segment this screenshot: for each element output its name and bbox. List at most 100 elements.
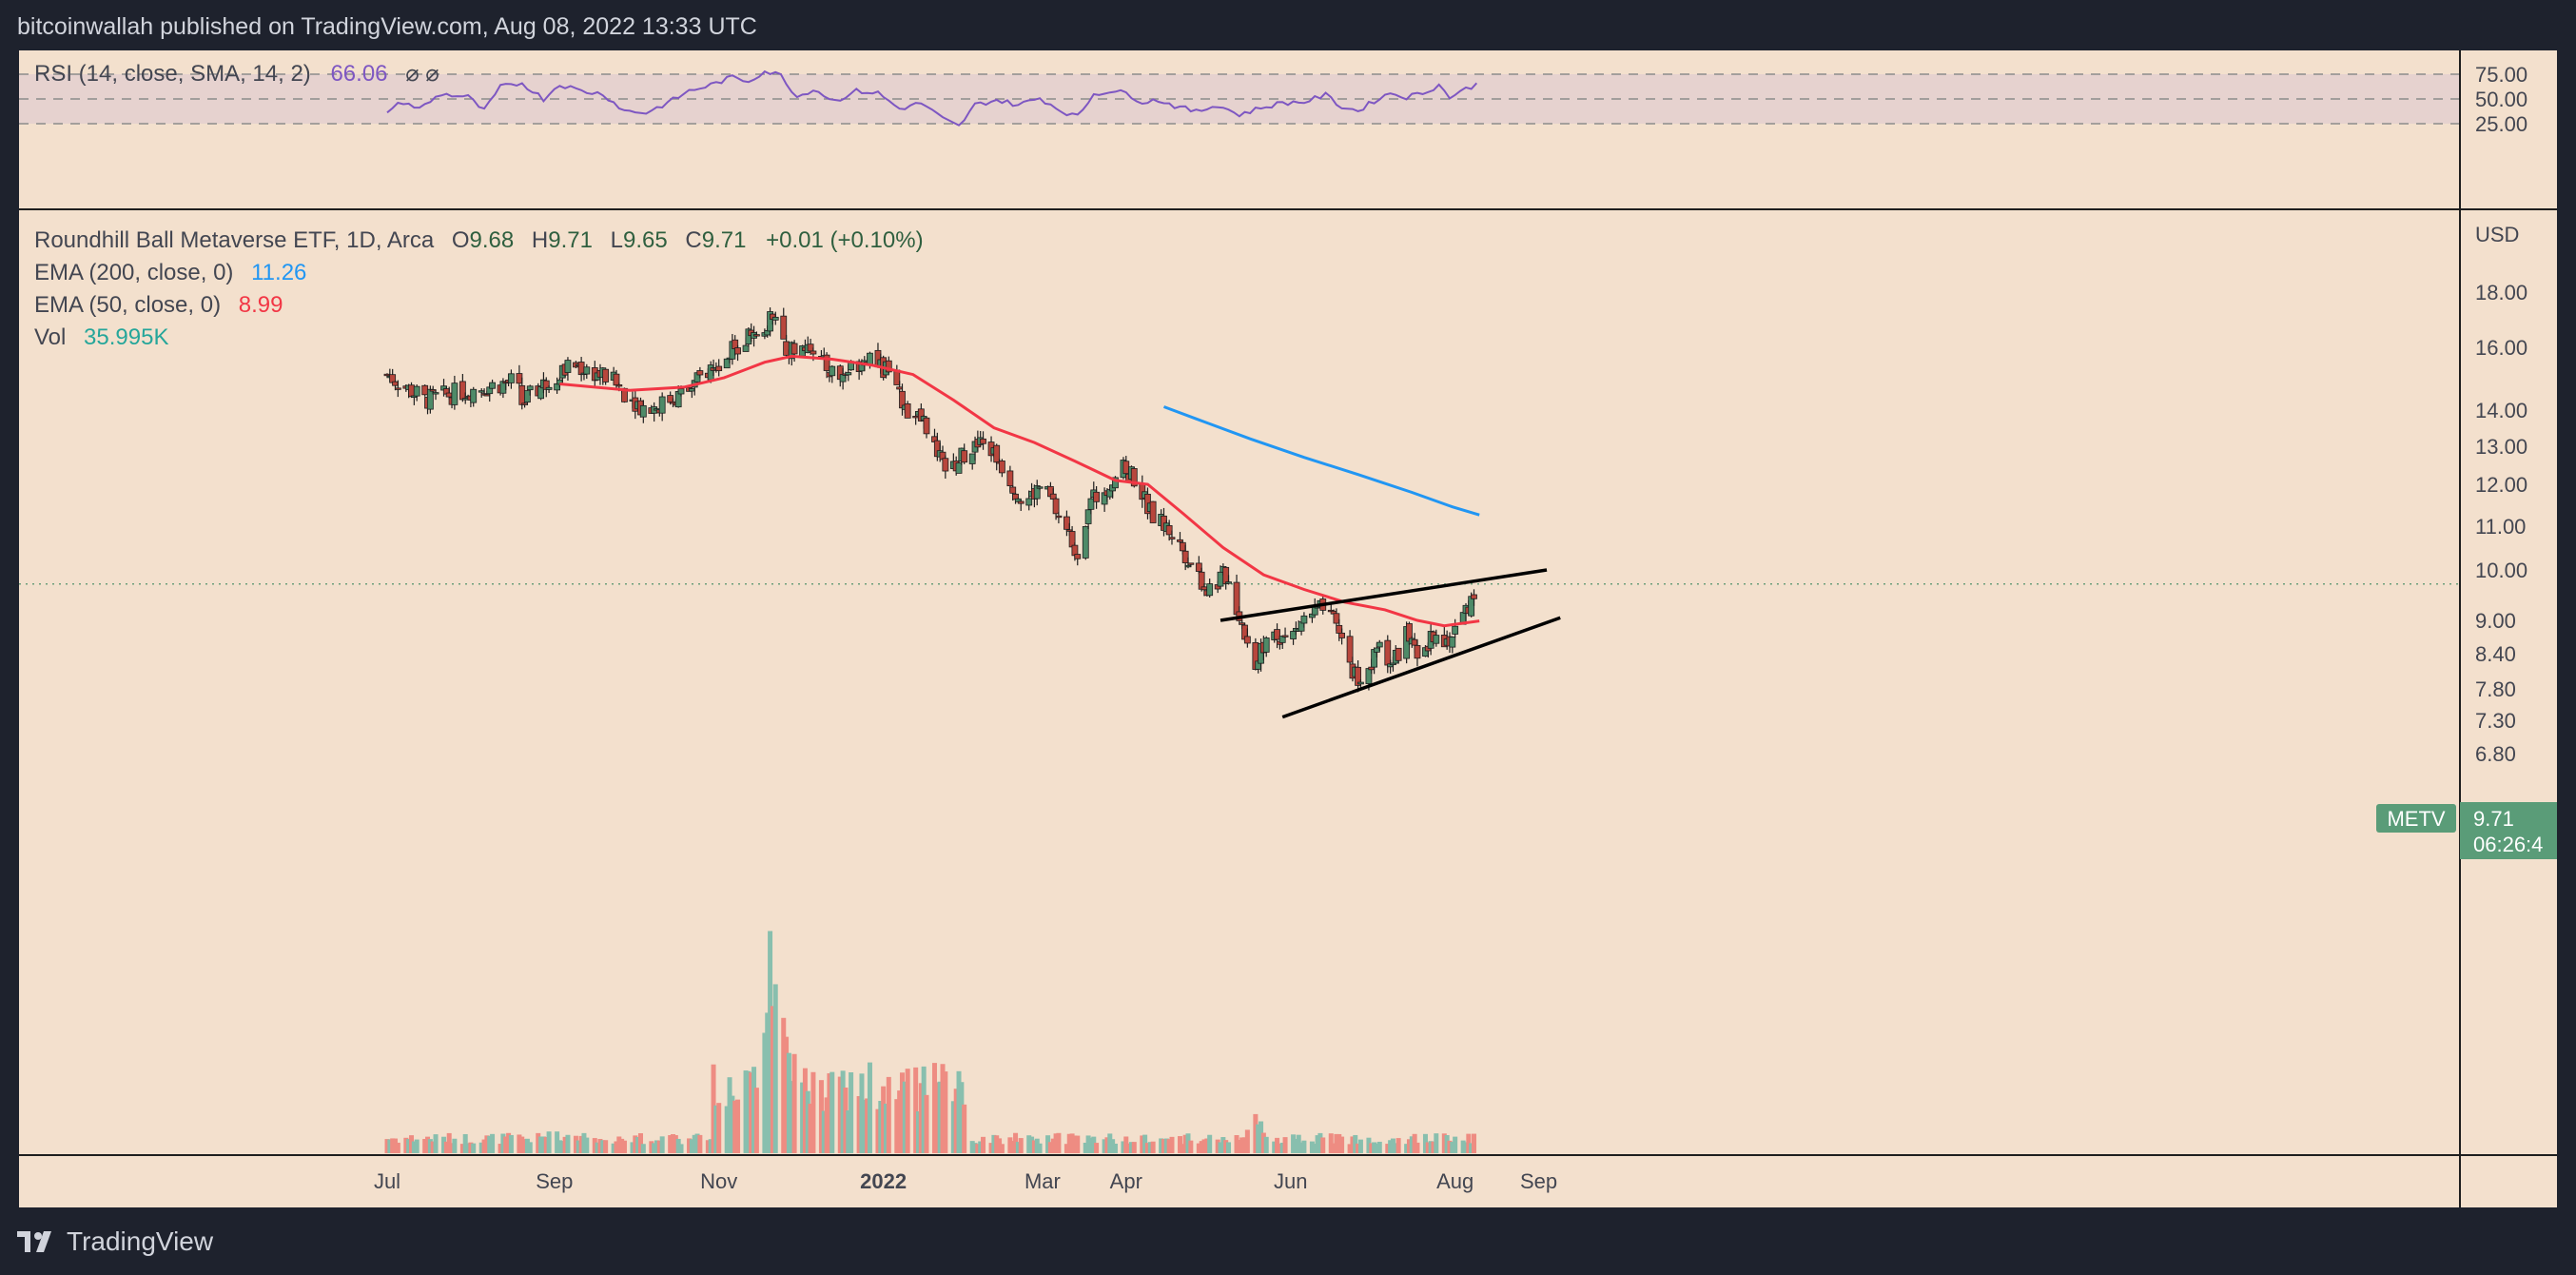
volume-bar <box>743 1070 749 1153</box>
volume-bar <box>592 1138 597 1153</box>
open-value: 9.68 <box>470 227 515 253</box>
candle <box>1471 589 1477 606</box>
volume-bar <box>487 1135 493 1153</box>
volume-bar <box>999 1144 1005 1153</box>
ema200-line <box>1162 405 1480 517</box>
volume-bar <box>975 1144 981 1153</box>
volume-bar <box>950 1101 956 1153</box>
volume-bar <box>883 1103 888 1153</box>
volume-bar <box>616 1136 622 1153</box>
volume-bar <box>730 1095 735 1153</box>
volume-bar <box>981 1136 986 1153</box>
candle <box>470 386 478 407</box>
volume-value: 35.995K <box>84 324 168 350</box>
volume-bars <box>384 931 1477 1153</box>
high-key: H <box>532 227 548 253</box>
candle <box>688 388 695 399</box>
volume-bar <box>1339 1136 1345 1153</box>
footer-brand-name: TradingView <box>67 1226 214 1256</box>
volume-bar <box>886 1076 891 1153</box>
volume-bar <box>1013 1132 1019 1153</box>
price-tick-label: 7.80 <box>2475 677 2516 701</box>
volume-bar <box>1317 1132 1323 1153</box>
candle <box>696 366 704 379</box>
low-value: 9.65 <box>623 227 668 253</box>
lower-trendline[interactable] <box>1281 616 1561 719</box>
high-value: 9.71 <box>548 227 593 253</box>
candle <box>413 384 420 402</box>
candle <box>1278 636 1286 650</box>
ema200-legend: EMA (200, close, 0) 11.26 <box>34 260 306 285</box>
volume-bar <box>894 1099 900 1153</box>
low-key: L <box>611 227 623 253</box>
last-price-tag: 9.71 <box>2473 807 2514 831</box>
volume-bar <box>753 1088 759 1153</box>
candle <box>729 334 736 365</box>
volume-bar <box>614 1141 619 1153</box>
volume-bar <box>459 1144 465 1153</box>
candle <box>432 390 439 401</box>
price-tick-label: 16.00 <box>2475 336 2527 360</box>
volume-bar <box>578 1135 584 1153</box>
volume-bar <box>1259 1121 1264 1153</box>
volume-bar <box>1431 1141 1436 1153</box>
volume-bar <box>1428 1141 1434 1153</box>
volume-bar <box>649 1141 654 1153</box>
time-tick-label: Apr <box>1110 1169 1142 1193</box>
volume-bar <box>481 1139 487 1153</box>
volume-bar <box>1463 1142 1469 1153</box>
time-tick-label: Sep <box>536 1169 573 1193</box>
candle <box>410 395 418 405</box>
candle <box>489 379 496 389</box>
volume-bar <box>1450 1142 1455 1153</box>
volume-bar <box>768 931 773 1153</box>
candle <box>389 368 397 383</box>
chart-area[interactable]: RSI (14, close, SMA, 14, 2) 66.06 ⌀ ⌀ Ro… <box>19 50 2557 1207</box>
volume-bar <box>997 1138 1003 1153</box>
footer-brand[interactable]: TradingView <box>17 1226 213 1258</box>
volume-bar <box>433 1134 439 1153</box>
volume-bar <box>1357 1139 1363 1153</box>
volume-bar <box>1128 1142 1134 1153</box>
candle <box>1395 647 1402 664</box>
volume-bar <box>1469 1143 1474 1153</box>
candle <box>1036 485 1044 490</box>
volume-bar <box>902 1081 907 1153</box>
rsi-tick-label: 75.00 <box>2475 63 2527 87</box>
volume-bar <box>1234 1135 1239 1153</box>
volume-bar <box>1441 1133 1447 1153</box>
volume-bar <box>600 1140 606 1153</box>
price-axis-labels: 18.00 16.00 14.00 13.00 12.00 11.00 10.00 9.00 8… <box>2475 281 2527 766</box>
volume-bar <box>1412 1133 1417 1153</box>
main-legend-line: Roundhill Ball Metaverse ETF, 1D, Arca O… <box>34 227 924 253</box>
volume-bar <box>390 1138 396 1153</box>
volume-bar <box>1007 1137 1013 1153</box>
volume-bar <box>500 1133 506 1153</box>
volume-bar <box>765 1012 771 1153</box>
volume-bar <box>1034 1138 1040 1153</box>
price-chart-svg[interactable]: RSI (14, close, SMA, 14, 2) 66.06 ⌀ ⌀ Ro… <box>19 50 2557 1207</box>
volume-bar <box>1204 1138 1210 1153</box>
volume-bar <box>829 1071 835 1153</box>
volume-bar <box>1218 1142 1223 1153</box>
volume-bar <box>878 1100 884 1153</box>
rsi-line <box>386 69 1478 127</box>
volume-bar <box>1104 1137 1110 1153</box>
last-price-tag-bg <box>2460 802 2557 859</box>
upper-trendline[interactable] <box>1220 568 1548 622</box>
volume-bar <box>932 1063 938 1153</box>
volume-bar <box>446 1132 452 1153</box>
time-axis-labels: Jul Sep Nov 2022 Mar Apr Jun Aug Sep <box>374 1169 1557 1193</box>
volume-bar <box>1298 1142 1304 1153</box>
volume-bar <box>411 1141 417 1153</box>
volume-bar <box>562 1136 568 1153</box>
candle <box>394 380 401 398</box>
volume-bar <box>824 1097 829 1153</box>
rsi-legend-label: RSI (14, close, SMA, 14, 2) <box>34 61 311 87</box>
volume-bar <box>1083 1142 1088 1153</box>
volume-bar <box>1029 1136 1035 1153</box>
volume-bar <box>1026 1135 1032 1153</box>
volume-bar <box>1256 1124 1261 1153</box>
symbol-tag[interactable]: METV <box>2387 807 2445 831</box>
volume-bar <box>1372 1142 1377 1153</box>
